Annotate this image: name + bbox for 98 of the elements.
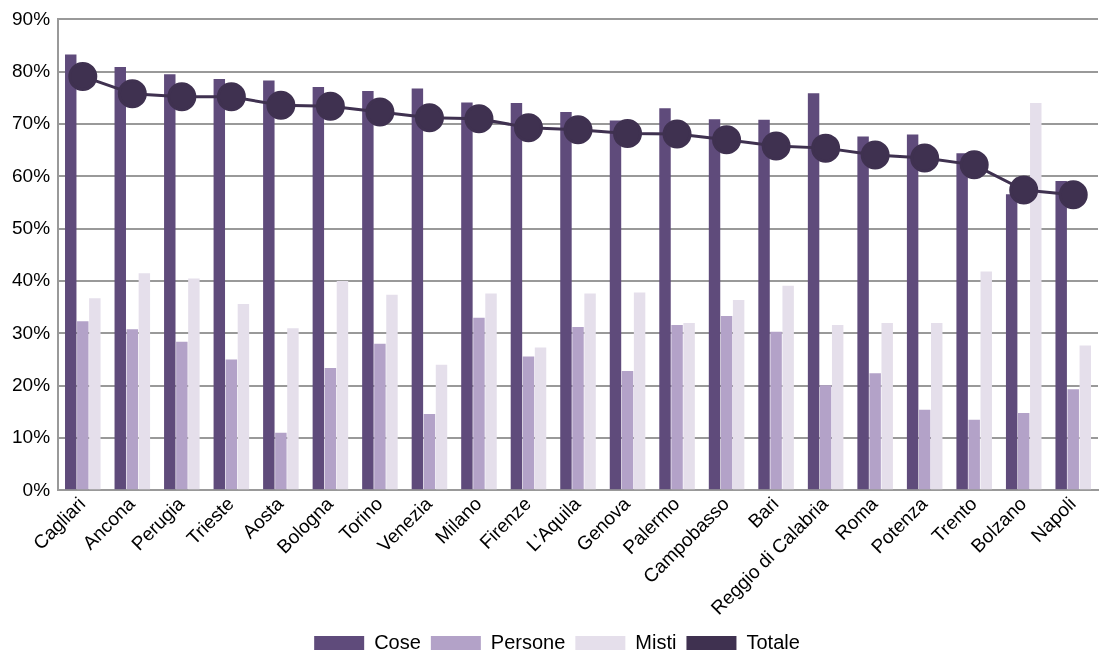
point <box>117 79 147 109</box>
bar <box>584 293 596 490</box>
bar <box>560 112 572 490</box>
bar <box>770 331 782 490</box>
point <box>464 104 494 134</box>
point <box>1009 175 1039 205</box>
point <box>414 103 444 133</box>
bar <box>782 285 794 490</box>
point <box>266 90 296 120</box>
y-tick-label: 90% <box>12 7 51 29</box>
bar <box>423 413 436 490</box>
bar <box>77 321 89 490</box>
bar <box>435 364 448 490</box>
point <box>811 133 841 163</box>
bar <box>126 329 139 490</box>
bar <box>1055 181 1067 490</box>
y-tick-label: 80% <box>12 59 51 81</box>
bar <box>980 271 992 490</box>
point <box>315 91 345 121</box>
bar <box>1079 345 1092 490</box>
y-tick-label: 10% <box>12 426 51 448</box>
point <box>216 82 246 112</box>
bar <box>485 293 497 490</box>
bar <box>1067 389 1079 490</box>
bar <box>114 67 126 490</box>
bar <box>633 292 646 490</box>
bar <box>881 322 893 490</box>
bar <box>336 281 349 490</box>
bar <box>473 317 485 490</box>
bar <box>213 79 226 490</box>
point <box>712 125 742 155</box>
bar <box>906 134 919 490</box>
bar <box>708 119 721 490</box>
bar <box>720 316 733 490</box>
point <box>910 143 940 173</box>
bar <box>386 294 398 490</box>
point <box>860 140 890 170</box>
point <box>761 131 791 161</box>
bar <box>1017 412 1030 490</box>
bar <box>1005 194 1018 490</box>
point <box>563 115 593 145</box>
bar <box>411 88 424 490</box>
bar <box>164 74 176 490</box>
bar <box>819 385 832 490</box>
bar <box>362 91 374 490</box>
bar <box>65 54 77 490</box>
bar <box>931 322 943 490</box>
point <box>613 118 643 148</box>
y-tick-label: 50% <box>12 216 51 238</box>
bar <box>857 136 869 490</box>
bar <box>1030 103 1042 490</box>
bar <box>918 409 931 490</box>
point <box>513 113 543 143</box>
point <box>662 119 692 149</box>
bar <box>510 103 523 490</box>
bar <box>324 367 337 490</box>
y-tick-label: 0% <box>22 478 51 500</box>
bar <box>534 347 547 490</box>
bar <box>732 299 745 490</box>
y-tick-label: 60% <box>12 164 51 186</box>
bar <box>522 356 535 490</box>
point <box>68 61 98 91</box>
legend-label: Misti <box>635 630 677 653</box>
bar <box>956 153 968 490</box>
bar <box>237 304 250 490</box>
bar <box>374 343 386 490</box>
bar <box>461 102 473 490</box>
point <box>1058 180 1088 210</box>
bar <box>758 119 770 490</box>
bar <box>263 80 275 490</box>
y-tick-label: 20% <box>12 373 51 395</box>
bar <box>89 298 101 490</box>
y-tick-label: 40% <box>12 269 51 291</box>
bar <box>683 322 695 490</box>
bar <box>225 359 238 490</box>
legend-label: Cose <box>374 630 421 653</box>
bar <box>275 432 287 490</box>
point <box>167 82 197 112</box>
bar <box>621 371 634 490</box>
point <box>365 97 395 127</box>
legend-label: Totale <box>746 630 800 653</box>
bar <box>869 373 881 490</box>
bar <box>807 93 820 490</box>
bar <box>572 327 584 490</box>
bar <box>176 341 188 490</box>
point <box>959 150 989 180</box>
y-tick-label: 30% <box>12 321 51 343</box>
legend-label: Persone <box>490 630 566 653</box>
bar <box>831 324 844 490</box>
y-tick-label: 70% <box>12 112 51 134</box>
bar <box>609 120 622 490</box>
bar <box>968 419 980 490</box>
bar <box>138 273 151 490</box>
bar <box>659 108 671 490</box>
bar <box>287 328 299 490</box>
bar <box>312 86 325 490</box>
bar <box>671 324 683 490</box>
bar <box>188 278 200 490</box>
